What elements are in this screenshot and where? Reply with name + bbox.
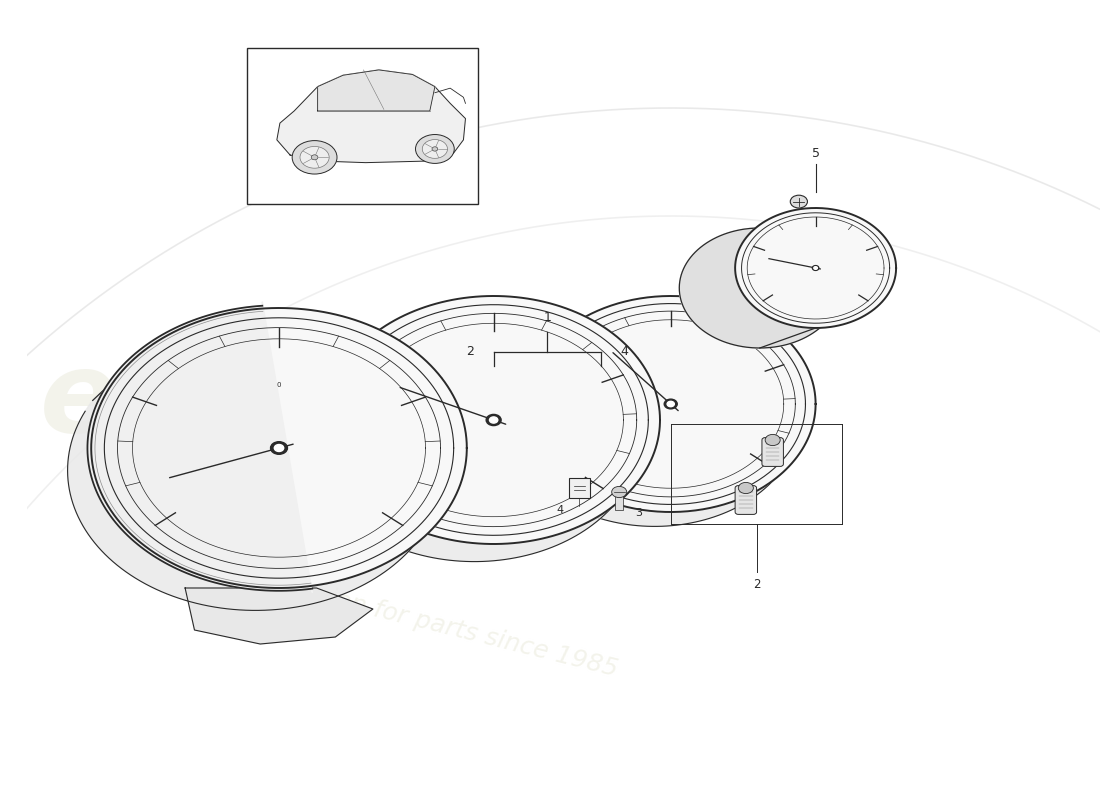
Polygon shape — [735, 208, 896, 328]
Circle shape — [612, 486, 627, 498]
Text: 4: 4 — [557, 506, 563, 515]
Circle shape — [422, 139, 448, 158]
Circle shape — [738, 482, 754, 494]
FancyBboxPatch shape — [735, 486, 757, 514]
Circle shape — [490, 417, 498, 423]
Text: 2: 2 — [466, 346, 474, 358]
Polygon shape — [91, 308, 466, 588]
Circle shape — [274, 445, 284, 451]
Bar — [246, 48, 477, 204]
Circle shape — [486, 414, 502, 426]
Circle shape — [766, 434, 780, 446]
Circle shape — [664, 399, 678, 409]
Circle shape — [311, 155, 318, 160]
Circle shape — [813, 266, 818, 270]
Circle shape — [271, 442, 287, 454]
Circle shape — [293, 141, 337, 174]
Circle shape — [790, 195, 807, 208]
Polygon shape — [87, 302, 312, 593]
Text: parts: parts — [331, 345, 668, 455]
Circle shape — [432, 146, 438, 151]
Polygon shape — [680, 228, 840, 348]
Bar — [569, 478, 591, 498]
Circle shape — [416, 134, 454, 163]
Polygon shape — [67, 378, 466, 610]
Polygon shape — [185, 588, 373, 644]
FancyBboxPatch shape — [762, 438, 783, 466]
Circle shape — [814, 266, 817, 270]
Polygon shape — [509, 350, 815, 526]
Text: 1: 1 — [543, 311, 551, 324]
Circle shape — [667, 402, 674, 406]
Text: 3: 3 — [635, 508, 642, 518]
Circle shape — [300, 146, 329, 168]
Bar — [615, 495, 624, 510]
Polygon shape — [318, 70, 434, 111]
Polygon shape — [308, 358, 660, 562]
Text: a passion for parts since 1985: a passion for parts since 1985 — [249, 566, 620, 682]
Text: 5: 5 — [812, 147, 820, 160]
Polygon shape — [277, 70, 465, 162]
Polygon shape — [680, 208, 815, 348]
Polygon shape — [526, 296, 815, 512]
Text: euros: euros — [40, 345, 400, 455]
Text: 4: 4 — [620, 346, 628, 358]
Text: 2: 2 — [752, 578, 760, 590]
Polygon shape — [328, 296, 660, 544]
Text: 0: 0 — [277, 382, 282, 388]
